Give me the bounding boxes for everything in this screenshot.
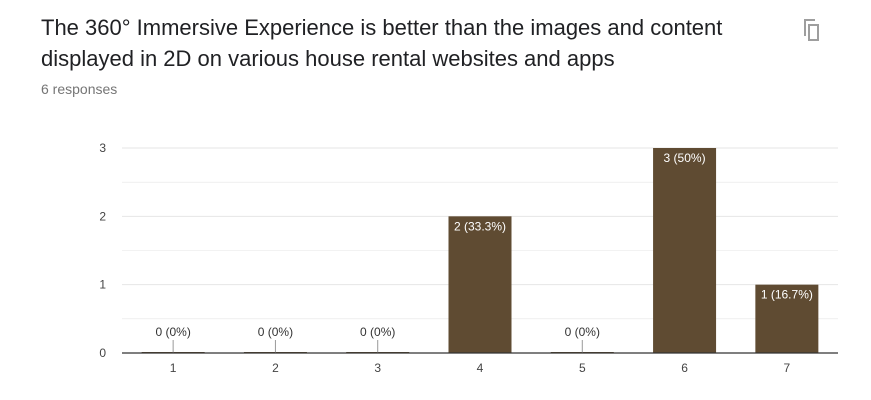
data-label: 2 (33.3%) bbox=[454, 219, 506, 233]
x-tick-label: 3 bbox=[374, 361, 381, 375]
data-label: 0 (0%) bbox=[565, 325, 600, 339]
y-tick-label: 3 bbox=[99, 141, 106, 155]
data-label: 0 (0%) bbox=[155, 325, 190, 339]
y-tick-label: 0 bbox=[99, 346, 106, 360]
bar bbox=[755, 284, 819, 353]
copy-icon bbox=[804, 19, 819, 41]
data-label: 3 (50%) bbox=[664, 151, 706, 165]
x-tick-label: 4 bbox=[477, 361, 484, 375]
data-label: 0 (0%) bbox=[258, 325, 293, 339]
x-tick-label: 2 bbox=[272, 361, 279, 375]
y-tick-label: 2 bbox=[99, 209, 106, 223]
bar bbox=[448, 216, 512, 353]
data-label: 0 (0%) bbox=[360, 325, 395, 339]
copy-chart-button[interactable] bbox=[798, 16, 824, 44]
x-tick-label: 7 bbox=[784, 361, 791, 375]
x-tick-label: 1 bbox=[170, 361, 177, 375]
data-label: 1 (16.7%) bbox=[761, 288, 813, 302]
response-count: 6 responses bbox=[41, 81, 118, 97]
y-tick-label: 1 bbox=[99, 278, 106, 292]
bar bbox=[653, 148, 717, 353]
question-title: The 360° Immersive Experience is better … bbox=[41, 15, 723, 71]
x-tick-label: 6 bbox=[681, 361, 688, 375]
x-tick-label: 5 bbox=[579, 361, 586, 375]
